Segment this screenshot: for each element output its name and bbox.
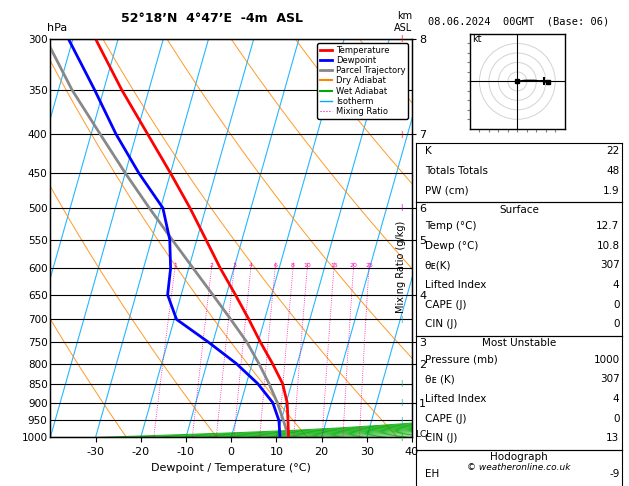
Text: 0: 0 [613, 319, 620, 329]
Text: 52°18’N  4°47’E  -4m  ASL: 52°18’N 4°47’E -4m ASL [121, 12, 303, 25]
Text: 20: 20 [350, 263, 357, 268]
Text: Pressure (mb): Pressure (mb) [425, 355, 498, 365]
Text: |: | [400, 316, 403, 323]
X-axis label: Dewpoint / Temperature (°C): Dewpoint / Temperature (°C) [151, 463, 311, 473]
Text: CIN (J): CIN (J) [425, 433, 457, 443]
Text: |: | [400, 205, 403, 211]
Text: |: | [400, 399, 403, 406]
Text: |: | [400, 35, 403, 42]
Text: 1: 1 [173, 263, 177, 268]
Text: |: | [400, 417, 403, 424]
Text: kt: kt [472, 34, 481, 44]
Text: Lifted Index: Lifted Index [425, 394, 486, 404]
Text: 4: 4 [249, 263, 253, 268]
Text: 4: 4 [613, 280, 620, 290]
Text: 10: 10 [303, 263, 311, 268]
Text: km
ASL: km ASL [394, 11, 412, 33]
Text: 3: 3 [232, 263, 236, 268]
Text: 13: 13 [606, 433, 620, 443]
Text: 6: 6 [273, 263, 277, 268]
Text: Most Unstable: Most Unstable [482, 338, 556, 348]
Text: θᴇ(K): θᴇ(K) [425, 260, 452, 270]
Text: 0: 0 [613, 300, 620, 310]
Text: Hodograph: Hodograph [490, 452, 548, 462]
Text: 2: 2 [209, 263, 213, 268]
Text: CAPE (J): CAPE (J) [425, 414, 466, 424]
Text: 48: 48 [606, 166, 620, 176]
Text: 22: 22 [606, 146, 620, 156]
Text: hPa: hPa [47, 23, 67, 33]
Text: Lifted Index: Lifted Index [425, 280, 486, 290]
Text: 10.8: 10.8 [596, 241, 620, 251]
Text: 307: 307 [599, 260, 620, 270]
Text: 08.06.2024  00GMT  (Base: 06): 08.06.2024 00GMT (Base: 06) [428, 17, 610, 27]
Text: Dewp (°C): Dewp (°C) [425, 241, 478, 251]
Text: |: | [400, 380, 403, 387]
Text: K: K [425, 146, 431, 156]
Text: LCL: LCL [416, 430, 432, 438]
Text: 307: 307 [599, 375, 620, 384]
Text: PW (cm): PW (cm) [425, 186, 469, 195]
Text: 4: 4 [613, 394, 620, 404]
Legend: Temperature, Dewpoint, Parcel Trajectory, Dry Adiabat, Wet Adiabat, Isotherm, Mi: Temperature, Dewpoint, Parcel Trajectory… [318, 43, 408, 119]
Text: © weatheronline.co.uk: © weatheronline.co.uk [467, 463, 571, 471]
Text: |: | [400, 131, 403, 138]
Text: CIN (J): CIN (J) [425, 319, 457, 329]
Text: 0: 0 [613, 414, 620, 424]
Text: 25: 25 [365, 263, 373, 268]
Text: CAPE (J): CAPE (J) [425, 300, 466, 310]
Text: Totals Totals: Totals Totals [425, 166, 488, 176]
Text: 1.9: 1.9 [603, 186, 620, 195]
Text: 8: 8 [291, 263, 295, 268]
Text: Surface: Surface [499, 205, 539, 215]
Text: |: | [400, 434, 403, 441]
Text: 15: 15 [330, 263, 338, 268]
Text: 1000: 1000 [593, 355, 620, 365]
Text: 12.7: 12.7 [596, 221, 620, 231]
Text: θᴇ (K): θᴇ (K) [425, 375, 455, 384]
Text: EH: EH [425, 469, 439, 479]
Text: -9: -9 [609, 469, 620, 479]
Text: Temp (°C): Temp (°C) [425, 221, 476, 231]
Text: Mixing Ratio (g/kg): Mixing Ratio (g/kg) [396, 221, 406, 313]
